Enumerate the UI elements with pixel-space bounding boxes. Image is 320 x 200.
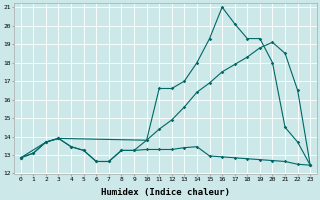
X-axis label: Humidex (Indice chaleur): Humidex (Indice chaleur): [101, 188, 230, 197]
